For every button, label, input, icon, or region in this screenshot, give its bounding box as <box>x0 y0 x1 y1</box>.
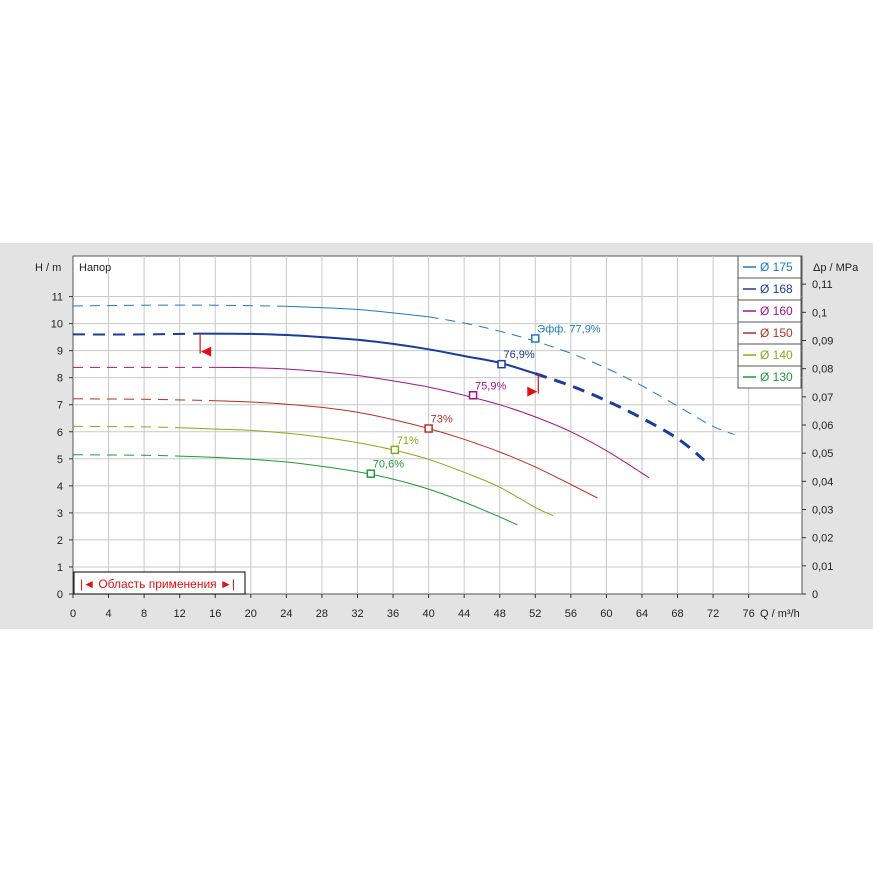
series-line <box>200 332 536 375</box>
efficiency-label: 75,9% <box>475 380 506 392</box>
y2-tick-label: 0 <box>812 589 818 601</box>
efficiency-label: 70,6% <box>373 459 404 471</box>
series-line <box>215 400 598 499</box>
x-tick-label: 4 <box>105 608 111 620</box>
series-line-dashed-start <box>72 332 201 336</box>
y-tick-label: 5 <box>57 454 63 466</box>
legend-label: Ø 160 <box>760 304 793 318</box>
efficiency-points: Эфф. 77,9% 76,9% 75,9% 73% 71% 70,6% <box>366 323 601 478</box>
y-tick-label: 2 <box>57 535 63 547</box>
right-limit-arrow <box>527 386 538 397</box>
y-tick-label: 11 <box>52 292 63 304</box>
y2-tick-label: 0,11 <box>812 279 833 291</box>
y-tick-label: 10 <box>51 319 63 331</box>
y-tick-label: 3 <box>57 508 63 520</box>
efficiency-label: 71% <box>397 435 419 447</box>
x-tick-labels: 0 4 8 12 16 20 24 28 32 36 40 44 48 52 56 60 64 68 72 76 <box>70 594 755 620</box>
x-tick-label: 40 <box>422 608 434 620</box>
x-tick-label: 8 <box>141 608 147 620</box>
legend-label: Ø 130 <box>760 370 793 384</box>
series-line-dashed-start <box>72 304 287 307</box>
x-tick-label: 12 <box>174 608 186 620</box>
y-axis-label: H / m <box>35 262 61 274</box>
x-tick-label: 44 <box>458 608 470 620</box>
y-tick-label: 8 <box>57 373 63 385</box>
application-area-label: |◄ Область применения ►| <box>80 577 235 591</box>
efficiency-label: Эфф. 77,9% <box>537 323 601 335</box>
series-line-dashed-end <box>534 372 706 462</box>
efficiency-label: 73% <box>431 414 453 426</box>
x-tick-label: 60 <box>600 608 612 620</box>
series-line <box>179 427 554 517</box>
y2-axis-label: Δp / MPa <box>813 262 859 274</box>
efficiency-point <box>531 334 540 343</box>
x-tick-label: 32 <box>351 608 363 620</box>
series-line <box>215 366 650 479</box>
series-line-dashed-end <box>428 316 735 435</box>
y-tick-label: 7 <box>57 400 63 412</box>
y2-tick-labels: 0 0,01 0,02 0,03 0,04 0,05 0,06 0,07 0,08 0,09 0,1… <box>802 279 833 601</box>
grid <box>73 256 802 594</box>
x-tick-label: 20 <box>245 608 257 620</box>
series-line <box>179 455 518 526</box>
x-tick-label: 72 <box>707 608 719 620</box>
y-tick-label: 6 <box>57 427 63 439</box>
y2-tick-label: 0,04 <box>812 476 833 488</box>
y2-tick-label: 0,03 <box>812 505 833 517</box>
x-axis-label: Q / m³/h <box>760 608 800 620</box>
efficiency-point <box>366 469 376 478</box>
efficiency-point <box>390 445 400 455</box>
legend-label: Ø 150 <box>760 326 793 340</box>
plot-area <box>72 255 803 595</box>
legend: Ø 175 Ø 168 Ø 160 Ø 150 Ø 140 Ø 130 <box>737 255 802 389</box>
series-curves <box>72 304 735 526</box>
x-tick-label: 36 <box>387 608 399 620</box>
legend-label: Ø 168 <box>760 282 793 296</box>
x-tick-label: 48 <box>494 608 506 620</box>
x-tick-label: 64 <box>636 608 648 620</box>
y2-tick-label: 0,06 <box>812 420 833 432</box>
x-tick-label: 52 <box>529 608 541 620</box>
y-tick-label: 1 <box>57 562 63 574</box>
x-tick-label: 0 <box>70 608 76 620</box>
y2-tick-label: 0,07 <box>812 392 833 404</box>
y2-tick-label: 0,05 <box>812 448 833 460</box>
application-limits <box>199 333 539 397</box>
left-limit-arrow <box>201 346 212 357</box>
x-tick-label: 28 <box>316 608 328 620</box>
efficiency-label: 76,9% <box>504 349 535 361</box>
efficiency-point <box>497 359 506 369</box>
series-line-dashed-start <box>72 425 180 429</box>
y-tick-label: 9 <box>57 346 63 358</box>
x-tick-label: 76 <box>743 608 755 620</box>
x-tick-label: 16 <box>209 608 221 620</box>
x-tick-label: 24 <box>280 608 292 620</box>
y2-tick-label: 0,09 <box>812 336 833 348</box>
legend-label: Ø 140 <box>760 348 793 362</box>
application-area-box: |◄ Область применения ►| <box>73 571 246 595</box>
y2-tick-label: 0,08 <box>812 364 833 376</box>
x-tick-label: 68 <box>671 608 683 620</box>
efficiency-point <box>424 424 433 433</box>
y2-tick-label: 0,1 <box>812 307 827 319</box>
series-line-dashed-start <box>72 398 216 402</box>
y2-tick-label: 0,01 <box>812 561 833 573</box>
y2-tick-label: 0,02 <box>812 533 833 545</box>
efficiency-point <box>468 391 478 400</box>
x-tick-label: 56 <box>565 608 577 620</box>
y-tick-labels: 0 1 2 3 4 5 6 7 8 9 10 11 <box>51 292 73 601</box>
y-tick-label: 4 <box>57 481 63 493</box>
series-line-dashed-start <box>72 454 180 457</box>
series-line <box>286 305 429 318</box>
y-tick-label: 0 <box>57 589 63 601</box>
legend-label: Ø 175 <box>760 260 793 274</box>
chart-title: Напор <box>79 262 111 274</box>
